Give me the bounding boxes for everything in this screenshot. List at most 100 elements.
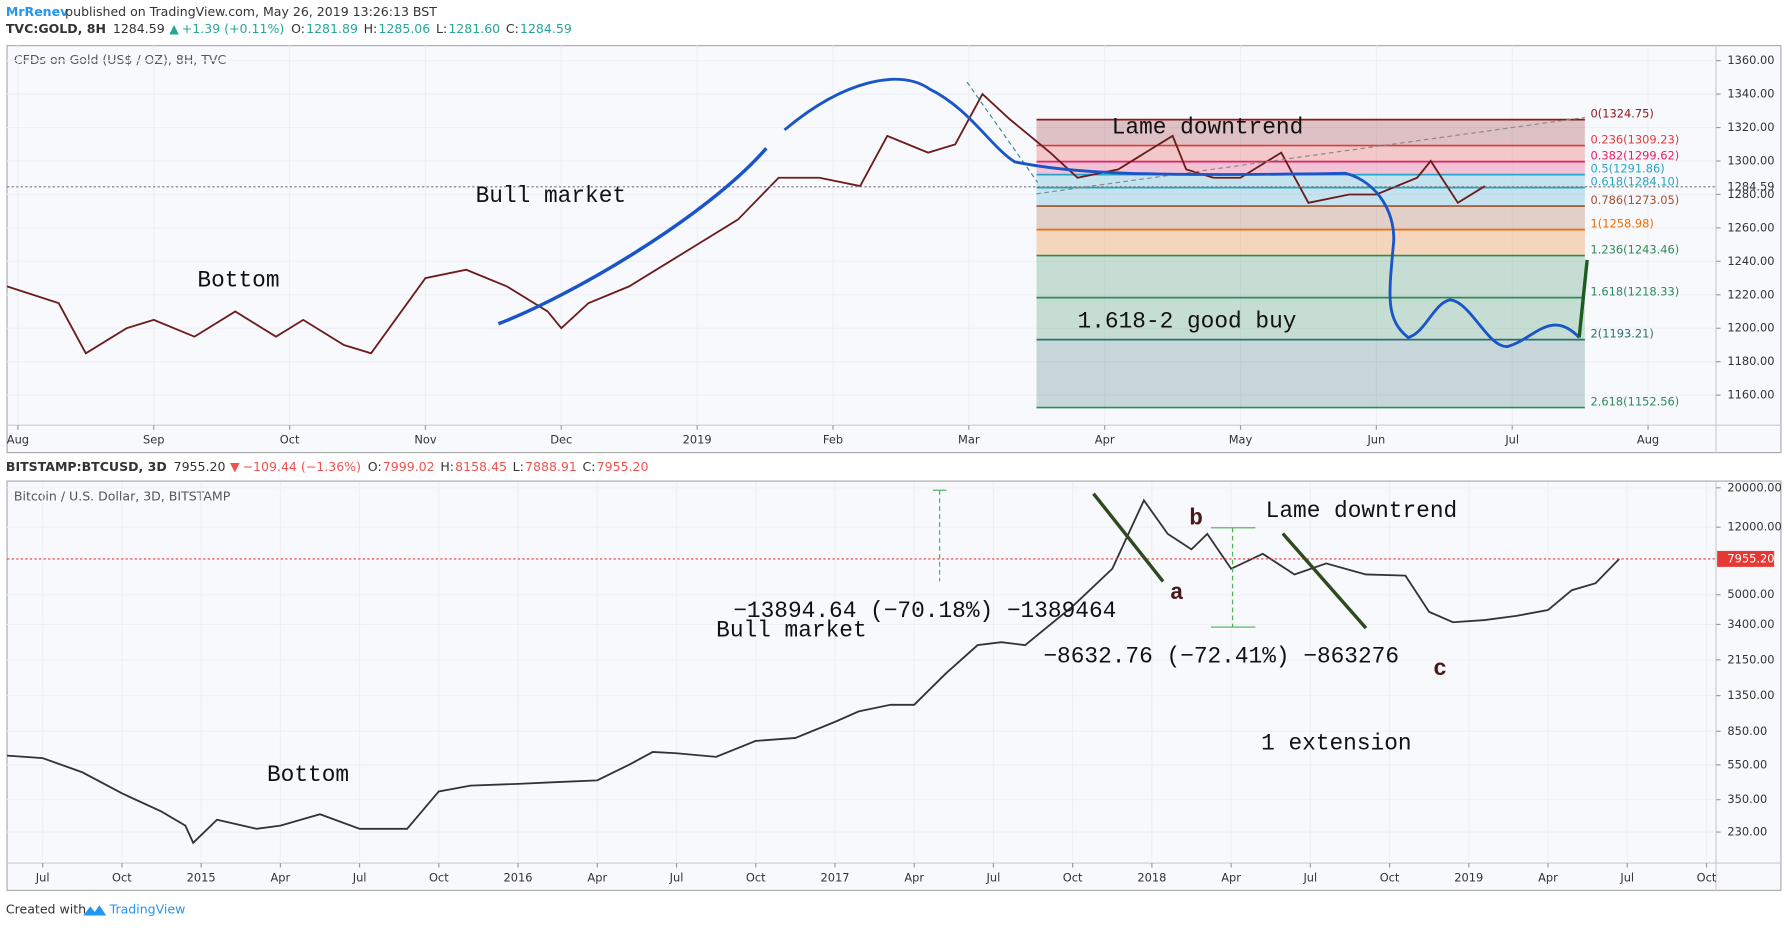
ohlc-label: L: xyxy=(436,21,447,36)
fib-band xyxy=(1036,206,1585,230)
fib-band xyxy=(1036,119,1585,146)
ohlc-value: 7999.02 xyxy=(383,459,435,474)
btc-panel xyxy=(6,480,1782,891)
fib-label: 1.618(1218.33) xyxy=(1591,284,1680,298)
wave-label: c xyxy=(1433,656,1447,682)
x-tick-label: Jun xyxy=(1366,433,1385,447)
y-tick-label: 1240.00 xyxy=(1727,254,1774,268)
x-tick-label: Oct xyxy=(1380,870,1400,884)
x-tick-label: Mar xyxy=(958,433,980,447)
fib-band xyxy=(1036,145,1585,162)
x-tick-label: 2018 xyxy=(1137,870,1166,884)
x-tick-label: Apr xyxy=(904,870,924,884)
status-change: −109.44 (−1.36%) xyxy=(243,459,361,474)
annotation: 1 extension xyxy=(1261,730,1411,756)
x-tick-label: Jul xyxy=(1302,870,1317,884)
y-tick-label: 550.00 xyxy=(1727,757,1767,771)
chart-title: CFDs on Gold (US$ / OZ), 8H, TVC xyxy=(14,52,227,67)
x-tick-label: Apr xyxy=(271,870,291,884)
annotation: Bottom xyxy=(267,762,349,788)
drawings xyxy=(497,77,1589,630)
x-tick-label: Jul xyxy=(352,870,367,884)
fib-label: 0.618(1284.10) xyxy=(1591,174,1680,188)
ohlc-label: C: xyxy=(506,21,519,36)
ohlc-value: 1285.06 xyxy=(378,21,430,36)
ohlc-label: O: xyxy=(368,459,382,474)
ohlc-value: 1281.89 xyxy=(306,21,358,36)
ohlc-label: C: xyxy=(583,459,596,474)
y-tick-label: 3400.00 xyxy=(1727,617,1774,631)
fib-band xyxy=(1036,297,1585,340)
fib-label: 1(1258.98) xyxy=(1591,216,1654,230)
change-arrow: ▼ xyxy=(230,459,240,474)
published: published on TradingView.com, May 26, 20… xyxy=(65,4,437,19)
fib-label: 0.382(1299.62) xyxy=(1591,148,1680,162)
ohlc-value: 7955.20 xyxy=(597,459,649,474)
wave-label: a xyxy=(1170,580,1184,606)
brand[interactable]: TradingView xyxy=(109,901,186,916)
x-tick-label: Apr xyxy=(1221,870,1241,884)
x-tick-label: Apr xyxy=(587,870,607,884)
gold-panel xyxy=(6,45,1782,454)
ohlc-value: 1284.59 xyxy=(520,21,572,36)
layers: TVC:GOLD, 8H 1284.59 ▲ +1.39 (+0.11%) O: 1281… xyxy=(6,21,1782,884)
fib-band xyxy=(1036,229,1585,256)
x-tick-label: Aug xyxy=(7,433,29,447)
projection-curve xyxy=(783,77,1581,349)
fib-label: 0.236(1309.23) xyxy=(1591,132,1680,146)
ohlc-value: 7888.91 xyxy=(525,459,577,474)
annotation: Lame downtrend xyxy=(1112,115,1304,141)
x-tick-label: Jul xyxy=(1504,433,1519,447)
change-arrow: ▲ xyxy=(169,21,179,36)
x-tick-label: 2017 xyxy=(820,870,849,884)
x-tick-label: Sep xyxy=(143,433,164,447)
projection-line xyxy=(1577,259,1589,338)
annotation: Bottom xyxy=(197,267,279,293)
y-tick-label: 1200.00 xyxy=(1727,321,1774,335)
annotation: Bull market xyxy=(716,617,866,643)
x-tick-label: Nov xyxy=(414,433,436,447)
fib-label: 2.618(1152.56) xyxy=(1591,394,1680,408)
y-tick-label: 1340.00 xyxy=(1727,87,1774,101)
fib-label: 0.5(1291.86) xyxy=(1591,161,1665,175)
x-tick-label: Jul xyxy=(986,870,1001,884)
fib-band xyxy=(1036,161,1585,175)
x-tick-label: Aug xyxy=(1637,433,1659,447)
ohlc-value: 1281.60 xyxy=(448,21,500,36)
wave-label: b xyxy=(1189,506,1203,532)
y-tick-label: 350.00 xyxy=(1727,792,1767,806)
x-tick-label: Jul xyxy=(1619,870,1634,884)
last-price-label: 7955.20 xyxy=(1727,551,1774,565)
x-tick-label: Oct xyxy=(112,870,132,884)
author[interactable]: MrRenev xyxy=(6,4,68,19)
annotation: 1.618-2 good buy xyxy=(1078,309,1297,335)
y-tick-label: 12000.00 xyxy=(1727,520,1781,534)
ohlc-label: L: xyxy=(513,459,524,474)
ohlc-label: H: xyxy=(364,21,378,36)
y-tick-label: 1260.00 xyxy=(1727,220,1774,234)
price-line xyxy=(6,498,1620,845)
x-tick-label: Jul xyxy=(669,870,684,884)
measure-label: −8632.76 (−72.41%) −863276 xyxy=(1043,644,1399,670)
y-tick-label: 1300.00 xyxy=(1727,153,1774,167)
x-tick-label: 2019 xyxy=(1454,870,1483,884)
fib-band xyxy=(1036,187,1585,207)
last-price-tag xyxy=(1717,550,1775,567)
x-tick-label: May xyxy=(1229,433,1253,447)
trend-line xyxy=(1036,116,1585,195)
x-tick-label: Dec xyxy=(550,433,572,447)
footer-text: Created with xyxy=(6,901,86,916)
x-tick-label: Apr xyxy=(1538,870,1558,884)
trend-line xyxy=(966,81,1039,183)
y-tick-label: 850.00 xyxy=(1727,724,1767,738)
ohlc-label: O: xyxy=(291,21,305,36)
x-tick-label: Oct xyxy=(746,870,766,884)
measure-label: −13894.64 (−70.18%) −1389464 xyxy=(733,598,1116,624)
fib-label: 1.236(1243.46) xyxy=(1591,242,1680,256)
fib-label: 0(1324.75) xyxy=(1591,106,1654,120)
fib-band xyxy=(1036,339,1585,408)
status-last: 1284.59 xyxy=(113,21,165,36)
status-last: 7955.20 xyxy=(174,459,226,474)
